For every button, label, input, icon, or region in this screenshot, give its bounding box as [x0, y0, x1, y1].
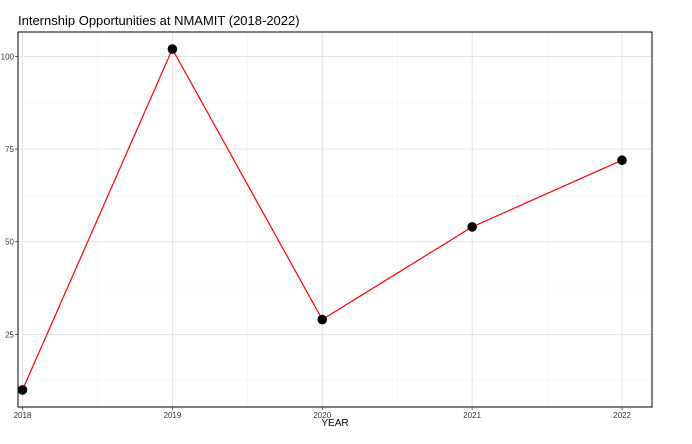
x-tick-label: 2021 — [463, 411, 481, 420]
y-tick-label: 75 — [5, 145, 14, 154]
x-tick-label: 2020 — [313, 411, 331, 420]
grid-lines — [18, 32, 652, 407]
plot-panel-border — [17, 31, 653, 408]
data-point-2020 — [317, 314, 328, 325]
y-tick-label: 100 — [1, 52, 15, 61]
y-axis: 25 50 75 100 — [1, 52, 18, 339]
x-tick-label: 2019 — [163, 411, 181, 420]
x-tick-label: 2022 — [613, 411, 631, 420]
y-tick-label: 50 — [5, 238, 14, 247]
chart-title: Internship Opportunities at NMAMIT (2018… — [18, 13, 300, 28]
x-axis-label: YEAR — [321, 418, 348, 429]
data-point-2018 — [17, 385, 28, 395]
data-point-2021 — [467, 222, 477, 232]
x-axis: 2018 2019 2020 2021 2022 — [14, 407, 631, 420]
x-tick-label: 2018 — [14, 411, 32, 420]
data-point-2022 — [617, 155, 627, 166]
points-layer — [17, 44, 627, 395]
y-tick-label: 25 — [5, 330, 14, 339]
data-point-2019 — [167, 44, 178, 54]
